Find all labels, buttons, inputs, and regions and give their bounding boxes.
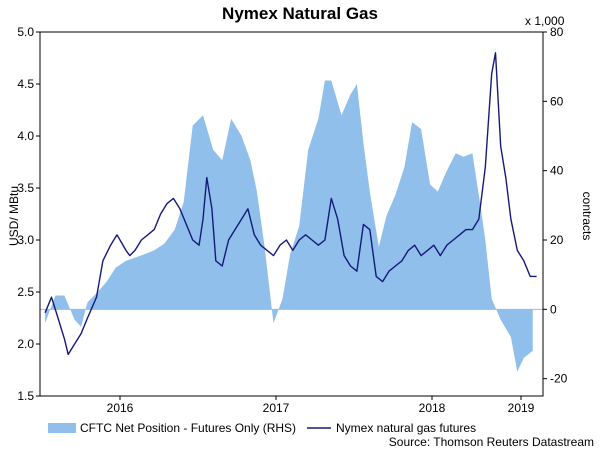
left-axis-tick-label: 1.5 — [17, 389, 34, 403]
legend: CFTC Net Position - Futures Only (RHS) Ny… — [48, 421, 476, 435]
right-axis-tick-label: -20 — [550, 372, 568, 386]
right-axis-unit-note: x 1,000 — [525, 14, 565, 28]
x-axis-tick-label: 2019 — [508, 401, 535, 415]
left-axis-tick-label: 2.0 — [17, 337, 34, 351]
left-axis-tick-label: 3.5 — [17, 181, 34, 195]
left-axis-tick-label: 3.0 — [17, 233, 34, 247]
source-note: Source: Thomson Reuters Datastream — [389, 435, 594, 449]
x-axis-tick-label: 2017 — [263, 401, 290, 415]
left-axis-tick-label: 4.5 — [17, 77, 34, 91]
legend-label-cftc: CFTC Net Position - Futures Only (RHS) — [80, 421, 296, 435]
left-axis-label: USD/ MBtu — [7, 186, 21, 246]
legend-swatch-cftc — [48, 423, 76, 433]
plot-frame — [39, 31, 544, 397]
right-axis-tick-label: 80 — [550, 25, 564, 39]
right-axis-label: contracts — [580, 192, 594, 241]
x-axis-tick-label: 2018 — [419, 401, 446, 415]
chart-title: Nymex Natural Gas — [222, 4, 378, 23]
area-layer — [45, 80, 533, 372]
right-axis-tick-label: 40 — [550, 164, 564, 178]
nymex-futures-line — [44, 52, 537, 356]
right-axis-tick-label: 20 — [550, 233, 564, 247]
cftc-net-position-area — [45, 80, 533, 372]
right-axis-tick-label: 60 — [550, 94, 564, 108]
legend-label-nymex: Nymex natural gas futures — [336, 421, 476, 435]
left-axis-tick-label: 4.0 — [17, 129, 34, 143]
line-layer — [44, 52, 537, 356]
left-axis-tick-label: 5.0 — [17, 25, 34, 39]
x-axis-tick-label: 2016 — [107, 401, 134, 415]
right-axis-tick-label: 0 — [550, 302, 557, 316]
left-axis-tick-label: 2.5 — [17, 285, 34, 299]
axis-layer: 1.5 2.0 2.5 3.0 3.5 4.0 4.5 5.0 -20 0 20 40 60 80 2016… — [17, 25, 567, 415]
